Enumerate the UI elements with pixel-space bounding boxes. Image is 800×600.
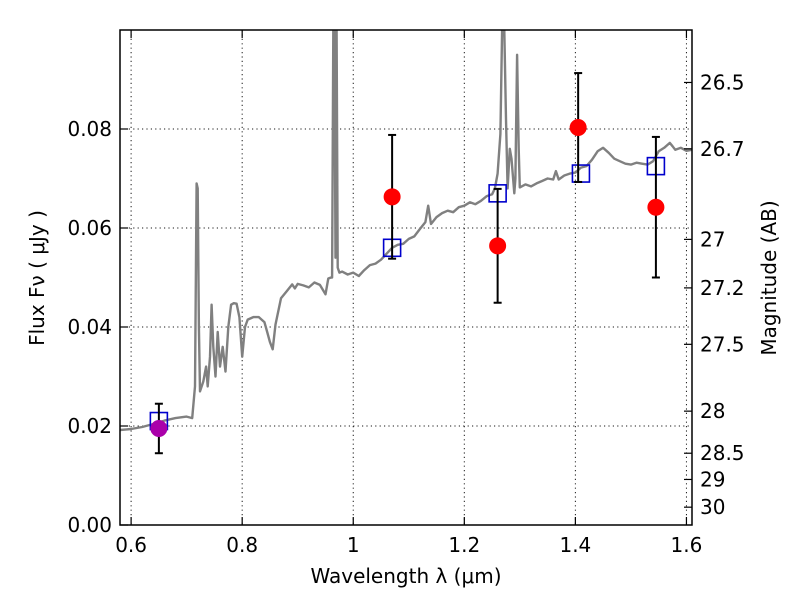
plot-frame: [119, 29, 693, 526]
observed-flux-point: [489, 237, 507, 255]
x-axis-label: Wavelength λ (μm): [310, 564, 501, 588]
x-tick-label: 1.2: [448, 533, 480, 557]
series-layer: [120, 30, 692, 432]
x-tick-label: 1: [347, 533, 360, 557]
y-tick-label-right: 29: [700, 467, 725, 491]
y-tick-label-left: 0.00: [67, 513, 112, 537]
y-tick-label-right: 26.7: [700, 137, 745, 161]
x-tick-label: 0.6: [115, 533, 147, 557]
y-axis-right-label: Magnitude (AB): [757, 200, 781, 355]
markers-layer: [149, 72, 666, 455]
observed-flux-point: [647, 198, 665, 216]
y-tick-label-right: 27: [700, 227, 725, 251]
y-tick-label-right: 26.5: [700, 70, 745, 94]
axis-ticks: 0.6 0.8 1 1.2 1.4 1.6 0.00 0.02 0.04 0.06 0.08 26.5…: [67, 30, 745, 557]
y-tick-label-left: 0.04: [67, 315, 112, 339]
y-tick-label-left: 0.08: [67, 117, 112, 141]
y-tick-label-left: 0.02: [67, 414, 112, 438]
x-tick-label: 0.8: [226, 533, 258, 557]
observed-flux-point: [569, 119, 587, 137]
observed-flux-point: [383, 188, 401, 206]
y-tick-label-right: 30: [700, 495, 725, 519]
y-tick-label-left: 0.06: [67, 216, 112, 240]
y-axis-left-label: Flux Fν ( μJy ): [25, 210, 49, 346]
x-tick-label: 1.4: [559, 533, 591, 557]
y-tick-label-right: 28.5: [700, 441, 745, 465]
grid-lines: [120, 30, 692, 526]
model-spectrum-line: [120, 30, 692, 432]
y-tick-label-right: 27.2: [700, 276, 745, 300]
observed-flux-point: [150, 419, 168, 437]
x-tick-label: 1.6: [671, 533, 703, 557]
y-tick-label-right: 27.5: [700, 332, 745, 356]
y-tick-label-right: 28: [700, 399, 725, 423]
